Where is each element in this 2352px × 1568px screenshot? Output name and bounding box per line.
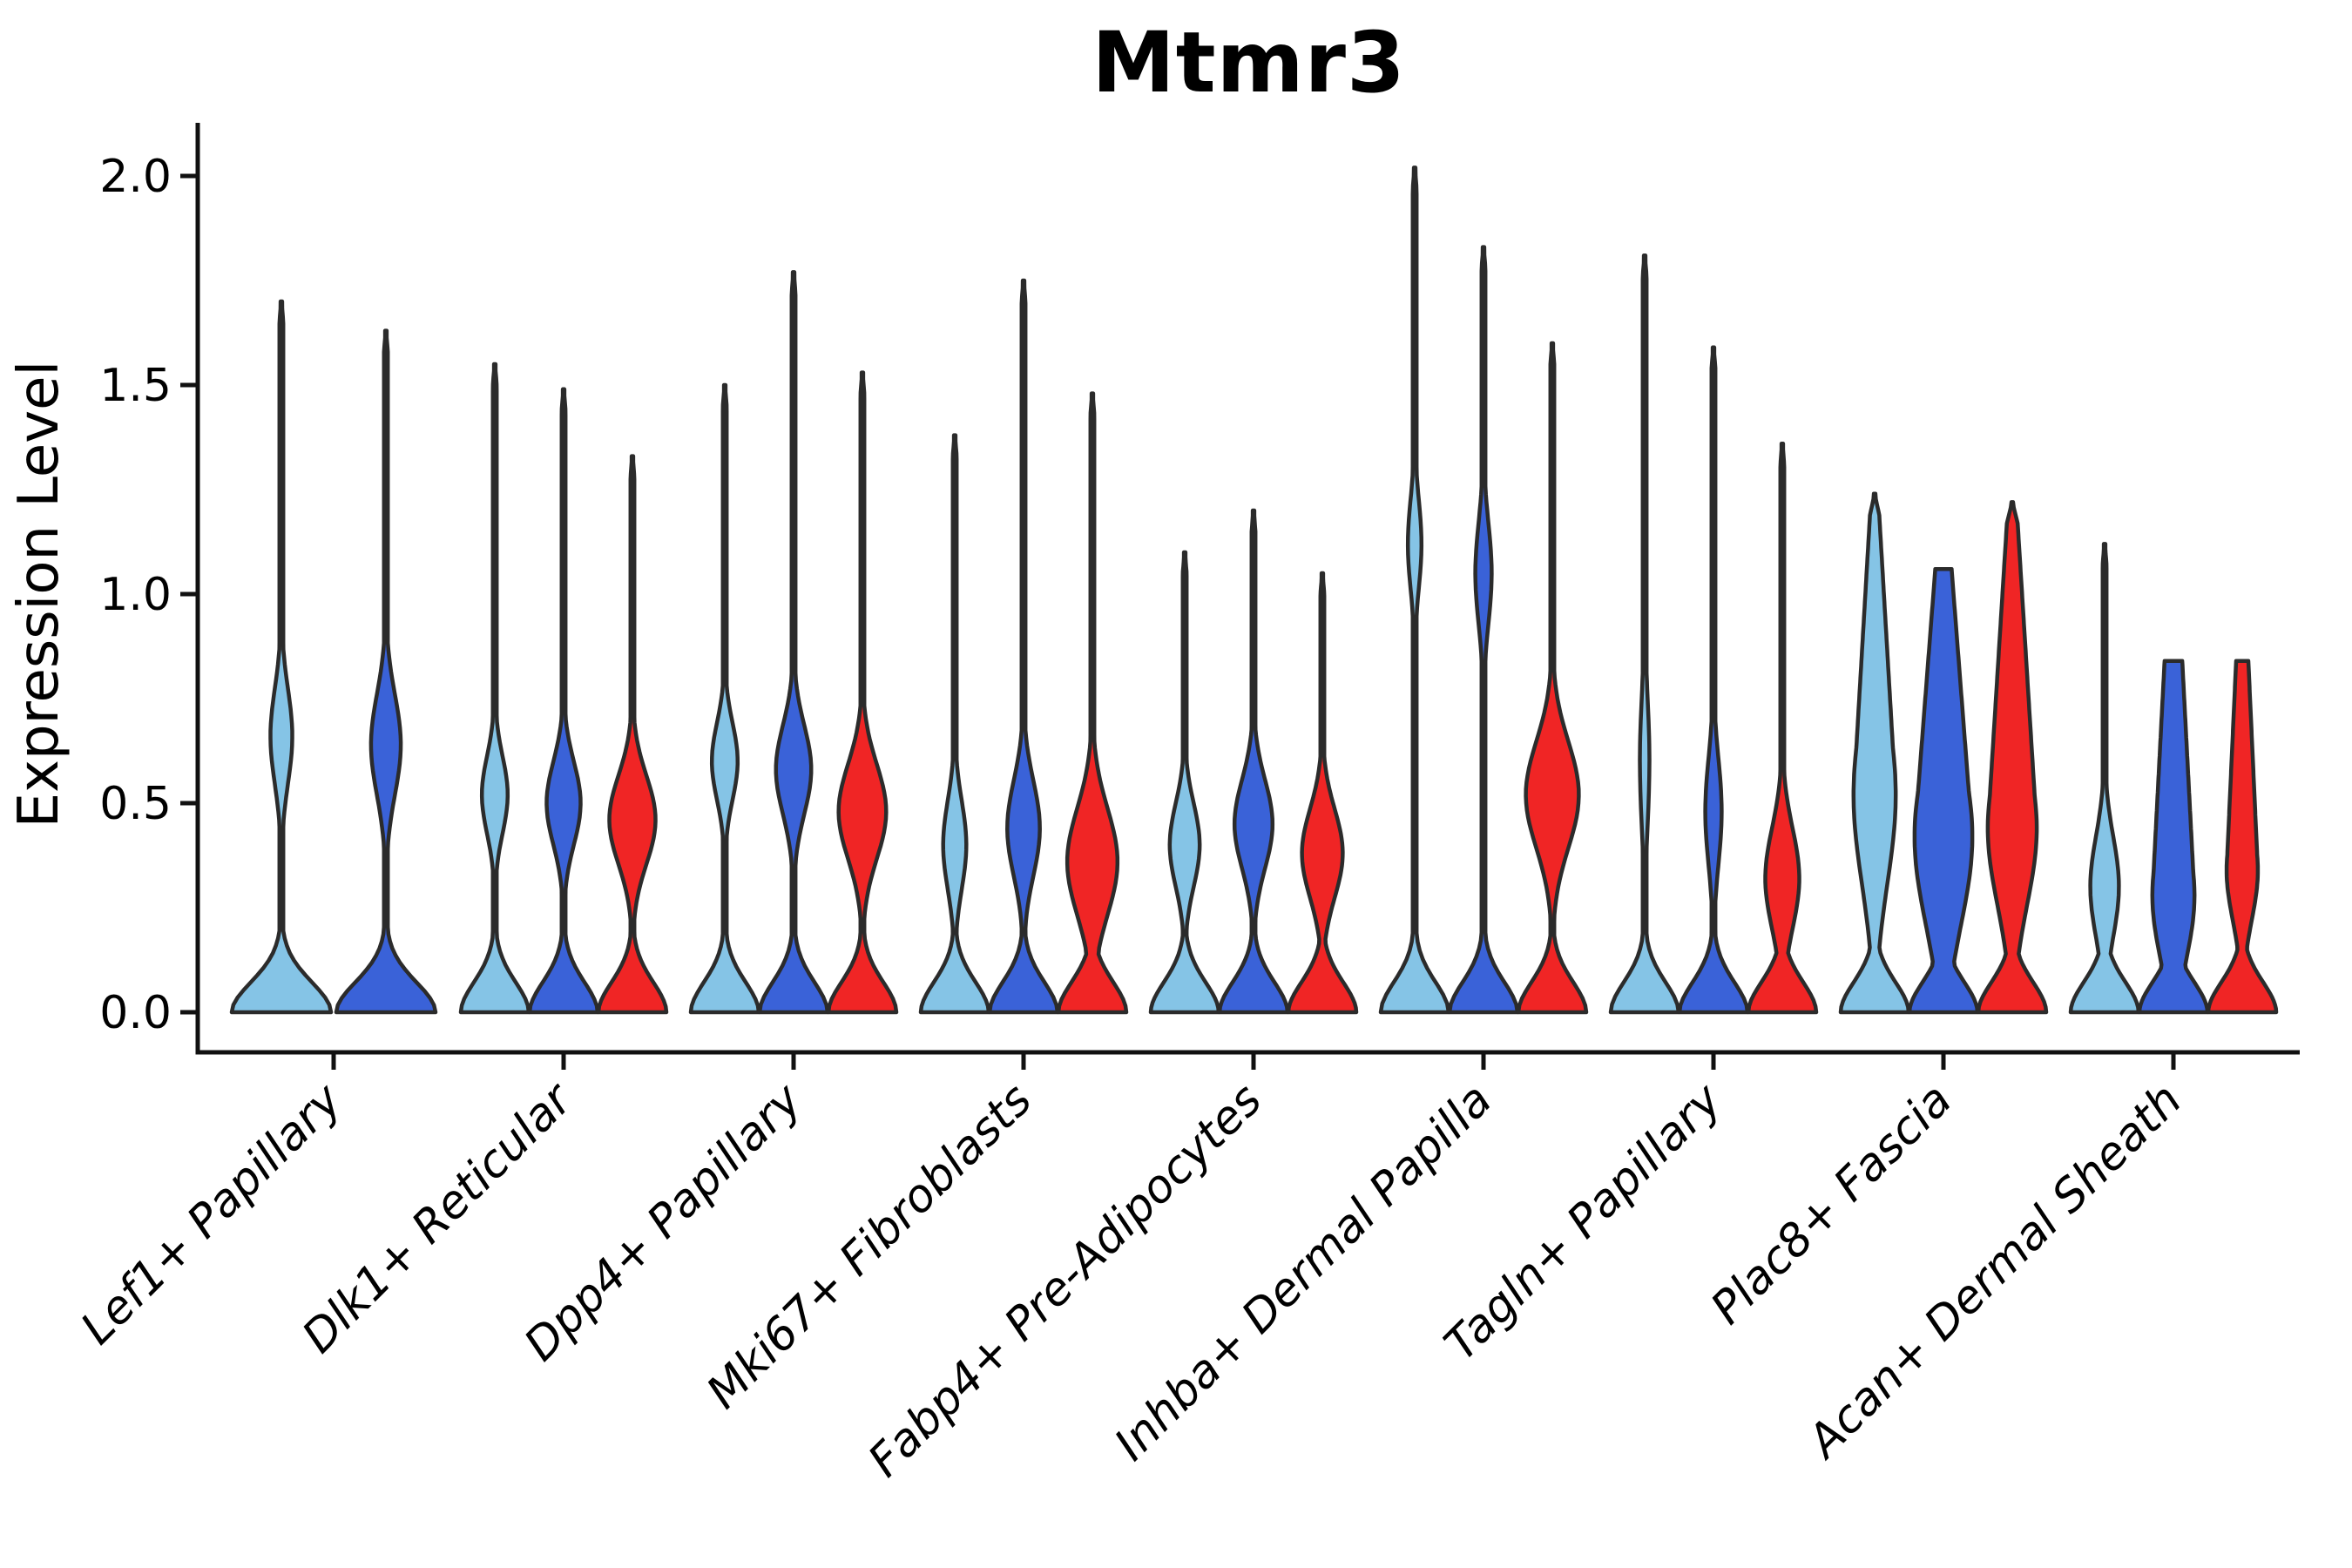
violin-9-2 — [2137, 659, 2210, 1015]
violin-4-2 — [987, 278, 1060, 1015]
y-tick-label: 1.5 — [99, 360, 172, 412]
violin-7-1 — [1608, 253, 1681, 1015]
violin-3-3 — [826, 370, 899, 1015]
violin-9-3 — [2206, 659, 2279, 1015]
x-tick-label: Fabp4+ Pre-Adipocytes — [859, 1074, 1273, 1488]
x-tick-label: Acan+ Dermal Sheath — [1796, 1074, 2192, 1470]
violin-7-2 — [1677, 345, 1750, 1015]
violin-5-1 — [1148, 550, 1221, 1015]
y-tick-label: 2.0 — [99, 151, 172, 203]
y-tick-label: 0.5 — [99, 778, 172, 830]
violin-1-2 — [334, 328, 438, 1015]
violin-4-3 — [1056, 391, 1129, 1015]
violin-6-3 — [1516, 341, 1589, 1015]
y-tick-label: 0.0 — [99, 987, 172, 1039]
violin-8-3 — [1976, 500, 2049, 1015]
violin-2-1 — [458, 362, 531, 1015]
violin-5-3 — [1286, 571, 1359, 1015]
violin-9-1 — [2068, 542, 2141, 1015]
violin-8-1 — [1838, 491, 1911, 1015]
violin-2-2 — [527, 387, 600, 1015]
violin-8-2 — [1907, 566, 1980, 1015]
violin-6-2 — [1447, 245, 1520, 1015]
y-tick-label: 1.0 — [99, 569, 172, 621]
violin-3-1 — [688, 382, 761, 1015]
violin-4-1 — [918, 433, 991, 1015]
violin-5-2 — [1217, 508, 1290, 1015]
violin-1-1 — [229, 299, 334, 1015]
x-tick-label: Inhba+ Dermal Papilla — [1105, 1074, 1502, 1471]
chart-title: Mtmr3 — [1092, 14, 1406, 112]
x-tick-label: Plac8+ Fascia — [1701, 1074, 1962, 1335]
violin-3-2 — [757, 270, 830, 1015]
violin-6-1 — [1378, 166, 1451, 1015]
violin-7-3 — [1746, 441, 1819, 1015]
violin-2-3 — [596, 454, 669, 1015]
